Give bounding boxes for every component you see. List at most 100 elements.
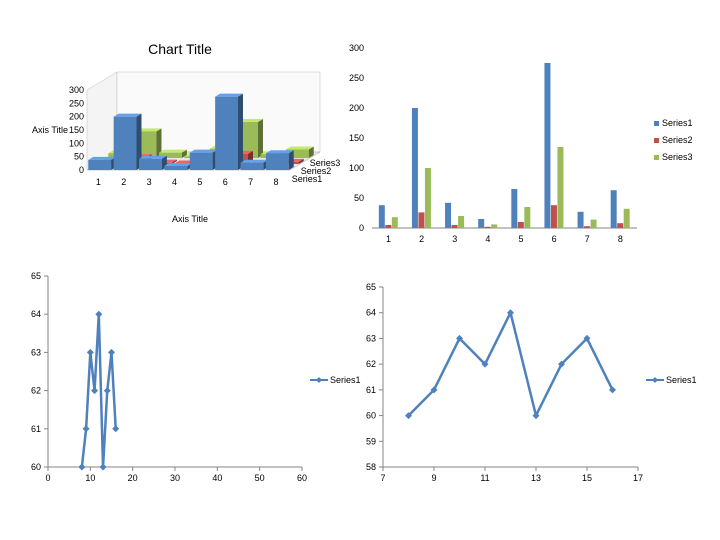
chart-clustered-column xyxy=(372,63,659,229)
bar-series1 xyxy=(610,190,617,228)
chart-3d-column xyxy=(86,71,321,171)
data-point xyxy=(112,425,120,433)
data-point xyxy=(82,425,90,433)
bar-series2 xyxy=(484,226,491,228)
chart-scatter-left xyxy=(44,275,328,471)
y-tick-label: 100 xyxy=(349,163,364,173)
bar-series3 xyxy=(491,224,498,228)
x-tick-label: 6 xyxy=(223,177,228,187)
chart-title: Chart Title xyxy=(148,41,212,57)
bar-series1 xyxy=(577,211,584,228)
y-tick-label: 100 xyxy=(69,138,84,148)
x-tick-label: 8 xyxy=(618,234,623,244)
bar-top xyxy=(164,163,193,166)
depth-series-label: Series1 xyxy=(292,174,323,184)
y-tick-label: 61 xyxy=(31,424,41,434)
depth-series-label: Series2 xyxy=(301,166,332,176)
legend-label: Series2 xyxy=(662,135,693,145)
legend-marker xyxy=(652,377,658,383)
y-tick-label: 64 xyxy=(31,309,41,319)
y-tick-label: 150 xyxy=(349,133,364,143)
bar-series3 xyxy=(458,216,465,228)
x-tick-label: 7 xyxy=(248,177,253,187)
bar-series1 xyxy=(139,158,162,170)
y-tick-label: 62 xyxy=(366,359,376,369)
data-point xyxy=(78,463,86,471)
legend-label: Series1 xyxy=(662,118,693,128)
y-tick-label: 60 xyxy=(366,411,376,421)
bar-series2 xyxy=(550,205,557,228)
x-tick-label: 9 xyxy=(431,473,436,483)
bar-side xyxy=(257,119,263,158)
x-tick-label: 4 xyxy=(485,234,490,244)
data-point xyxy=(583,334,591,342)
bar-series1 xyxy=(511,189,518,228)
data-point xyxy=(456,334,463,342)
bar-top xyxy=(139,155,167,159)
data-point xyxy=(405,412,412,420)
bar-side xyxy=(136,113,142,170)
bar-series1 xyxy=(240,162,264,170)
bar-top xyxy=(215,93,243,97)
data-point xyxy=(103,387,111,395)
x-tick-label: 1 xyxy=(96,177,101,187)
data-point xyxy=(507,309,514,317)
bar-series1 xyxy=(378,205,385,228)
series-line xyxy=(407,311,614,417)
depth-series-label: Series3 xyxy=(310,158,341,168)
bar-series3 xyxy=(159,152,182,158)
bar-series3 xyxy=(424,168,431,228)
bar-top xyxy=(240,159,269,163)
x-tick-label: 60 xyxy=(297,473,307,483)
y-tick-label: 250 xyxy=(349,73,364,83)
x-tick-label: 8 xyxy=(274,177,279,187)
y-tick-label: 63 xyxy=(31,347,41,357)
x-tick-label: 17 xyxy=(633,473,643,483)
x-axis-title: Axis Title xyxy=(172,214,208,224)
y-tick-label: 63 xyxy=(366,333,376,343)
bar-series1 xyxy=(478,219,485,228)
y-tick-label: 59 xyxy=(366,436,376,446)
x-tick-label: 0 xyxy=(45,473,50,483)
x-tick-label: 20 xyxy=(128,473,138,483)
x-tick-label: 15 xyxy=(582,473,592,483)
bar-series1 xyxy=(265,153,289,170)
x-tick-label: 5 xyxy=(519,234,524,244)
data-point xyxy=(108,348,115,356)
data-point xyxy=(609,386,616,394)
bar-series2 xyxy=(418,212,425,228)
y-tick-label: 65 xyxy=(366,282,376,292)
x-tick-label: 7 xyxy=(380,473,385,483)
bar-series3 xyxy=(623,208,630,228)
y-tick-label: 61 xyxy=(366,385,376,395)
y-tick-label: 58 xyxy=(366,462,376,472)
y-tick-label: 200 xyxy=(69,112,84,122)
bar-side xyxy=(181,149,187,158)
x-tick-label: 6 xyxy=(552,234,557,244)
bar-series1 xyxy=(411,108,418,228)
bar-series2 xyxy=(385,225,392,228)
data-point xyxy=(95,310,103,318)
x-tick-label: 50 xyxy=(255,473,265,483)
x-tick-label: 1 xyxy=(386,234,391,244)
y-tick-label: 65 xyxy=(31,271,41,281)
bar-series2 xyxy=(517,222,524,228)
x-tick-label: 7 xyxy=(585,234,590,244)
bar-top xyxy=(265,150,294,154)
x-tick-label: 30 xyxy=(170,473,180,483)
y-tick-label: 0 xyxy=(359,223,364,233)
x-tick-label: 4 xyxy=(172,177,177,187)
legend-label: Series1 xyxy=(666,375,697,385)
bar-series3 xyxy=(590,219,597,228)
y-tick-label: 250 xyxy=(69,98,84,108)
bar-series1 xyxy=(113,116,137,170)
bar-side xyxy=(156,128,162,158)
bar-side xyxy=(308,146,314,158)
bar-series1 xyxy=(445,202,452,228)
legend-swatch xyxy=(654,155,659,160)
bar-series3 xyxy=(285,149,309,158)
y-tick-label: 150 xyxy=(69,125,84,135)
data-point xyxy=(99,463,107,471)
data-point xyxy=(91,387,99,395)
bar-series1 xyxy=(164,166,188,170)
